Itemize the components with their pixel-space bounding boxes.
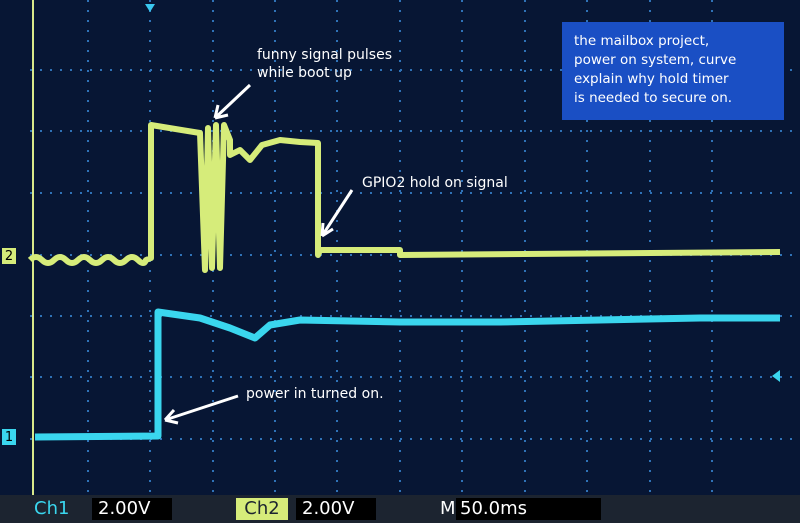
time-scale: 50.0ms bbox=[456, 498, 601, 520]
annotation: power in turned on. bbox=[246, 386, 384, 402]
level-marker bbox=[772, 370, 780, 382]
info-line: is needed to secure on. bbox=[574, 90, 733, 106]
info-box: the mailbox project, power on system, cu… bbox=[562, 22, 784, 120]
ch2-label: Ch2 bbox=[236, 498, 288, 520]
info-line: power on system, curve bbox=[574, 52, 737, 68]
annotation-line: funny signal pulses bbox=[257, 47, 392, 63]
info-line: the mailbox project, bbox=[574, 33, 710, 49]
ch1-marker-label: 1 bbox=[5, 430, 13, 445]
ch2-trace bbox=[27, 122, 781, 273]
annotation-line: while boot up bbox=[257, 65, 352, 81]
ch2-marker bbox=[2, 248, 16, 264]
ch2-scale: 2.00V bbox=[296, 498, 376, 520]
annotation: GPIO2 hold on signal bbox=[362, 175, 508, 191]
ch2-marker-label: 2 bbox=[5, 249, 13, 264]
status-bar: Ch1 2.00V Ch2 2.00V M 50.0ms bbox=[0, 495, 800, 523]
trigger-marker bbox=[145, 4, 155, 12]
ch1-marker bbox=[2, 429, 16, 445]
arrows bbox=[163, 83, 354, 425]
annotation: funny signal pulses while boot up bbox=[257, 46, 392, 82]
info-line: explain why hold timer bbox=[574, 71, 729, 87]
ch1-trace bbox=[34, 308, 780, 441]
ch1-label: Ch1 bbox=[34, 498, 70, 519]
time-label: M bbox=[440, 498, 456, 519]
ch1-scale: 2.00V bbox=[92, 498, 172, 520]
